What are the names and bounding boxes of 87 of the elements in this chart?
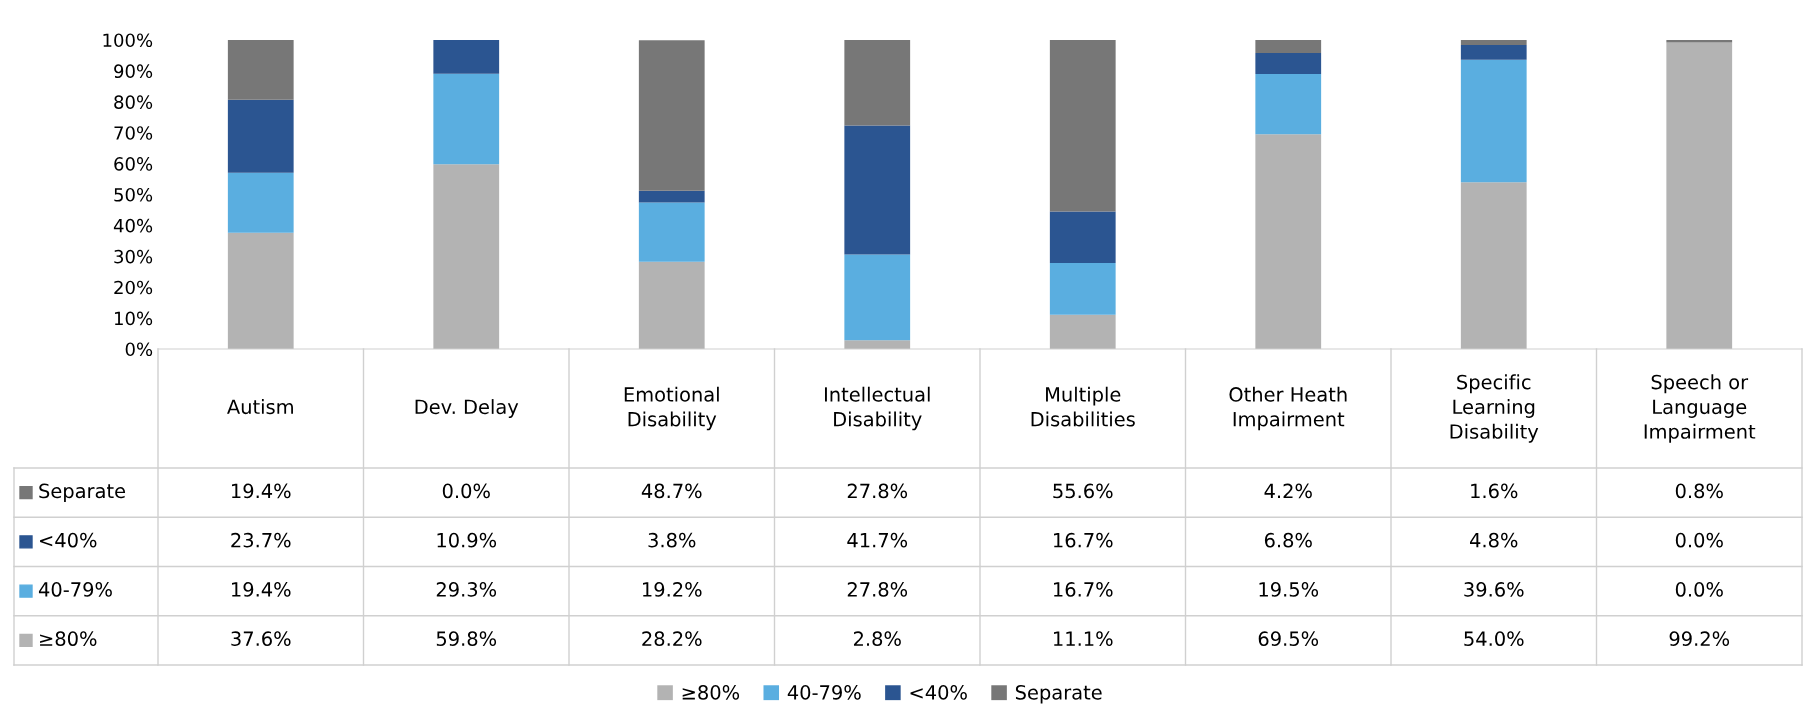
y-tick-label: 90%	[114, 64, 153, 79]
data-label: 27.8%	[847, 483, 908, 499]
bar	[433, 40, 500, 74]
x-tick-label: Other Heath Impairment	[1229, 386, 1347, 431]
data-label: 0.0%	[1675, 582, 1723, 597]
y-tick-label: 0%	[125, 342, 153, 357]
bar	[1460, 182, 1527, 349]
data-label: 29.3%	[436, 582, 497, 597]
data-label: 6.8%	[1264, 532, 1312, 548]
legend-label: 40-79%	[38, 582, 112, 597]
data-label: 4.2%	[1264, 483, 1312, 499]
text: Separate	[1015, 685, 1102, 704]
data-label: 28.2%	[642, 631, 702, 647]
bar	[1049, 263, 1116, 315]
bar	[844, 40, 911, 126]
bar	[433, 73, 500, 165]
data-label: 39.6%	[1464, 582, 1524, 597]
data-label: 55.6%	[1053, 483, 1113, 499]
data-label: 0.0%	[1675, 532, 1723, 548]
y-tick-label: 50%	[114, 187, 153, 202]
bar	[1049, 40, 1116, 212]
bar	[227, 172, 294, 233]
bar	[844, 125, 911, 255]
data-label: 27.8%	[847, 582, 908, 597]
bar	[433, 164, 500, 349]
data-label: 4.8%	[1470, 532, 1518, 548]
x-tick-label: Dev. Delay	[415, 399, 519, 418]
data-label: 19.2%	[643, 582, 702, 597]
x-tick-label: Intellectual Disability	[824, 386, 930, 431]
y-tick-label: 10%	[114, 311, 153, 326]
data-label: 19.4%	[232, 483, 291, 499]
bar	[638, 202, 705, 262]
y-tick-label: 100%	[103, 33, 153, 48]
bar	[1255, 134, 1322, 349]
text: ≥80%	[682, 685, 740, 700]
bar	[1460, 59, 1527, 183]
text: <40%	[910, 685, 967, 700]
bar	[1255, 73, 1322, 135]
y-tick-label: 40%	[113, 218, 153, 233]
data-label: 23.7%	[231, 532, 291, 548]
data-label: 19.5%	[1259, 582, 1319, 597]
data-label: 48.7%	[641, 483, 702, 499]
data-label: 37.6%	[231, 631, 291, 647]
bar	[1255, 40, 1322, 53]
x-tick-label: Specific Learning Disability	[1450, 374, 1539, 443]
data-label: 16.7%	[1054, 532, 1113, 548]
legend-label: ≥80%	[40, 631, 97, 647]
bar	[638, 261, 705, 349]
data-label: 0.8%	[1675, 483, 1723, 499]
y-tick-label: 60%	[114, 157, 153, 171]
data-label: 19.4%	[232, 582, 291, 597]
bar	[1049, 314, 1116, 349]
bar	[638, 40, 705, 191]
data-label: 11.1%	[1054, 631, 1113, 647]
data-label: 54.0%	[1464, 631, 1524, 647]
x-tick-label: Emotional Disability	[624, 386, 719, 431]
bar	[844, 254, 911, 341]
bar	[1666, 42, 1733, 349]
y-tick-label: 80%	[114, 95, 153, 109]
data-label: 69.5%	[1258, 631, 1319, 647]
data-label: 99.2%	[1669, 631, 1730, 647]
data-label: 3.8%	[648, 532, 696, 548]
y-tick-label: 70%	[114, 126, 153, 140]
bar	[844, 340, 911, 349]
data-label: 1.6%	[1471, 483, 1518, 499]
data-label: 41.7%	[847, 532, 908, 548]
legend-label: Separate	[39, 483, 126, 503]
data-label: 0.0%	[442, 483, 490, 499]
bar	[227, 99, 294, 173]
legend-label: <40%	[40, 532, 97, 548]
data-label: 2.8%	[853, 631, 901, 647]
data-label: 59.8%	[436, 631, 497, 647]
text: 40-79%	[787, 685, 861, 700]
bar	[638, 190, 705, 203]
bar	[227, 232, 294, 349]
bar	[1460, 44, 1527, 60]
bar	[227, 40, 294, 100]
data-label: 16.7%	[1054, 582, 1113, 597]
bar	[1255, 52, 1322, 74]
bar	[1049, 211, 1116, 264]
x-tick-label: Speech or Language Impairment	[1644, 374, 1756, 443]
y-tick-label: 20%	[114, 280, 153, 295]
y-tick-label: 30%	[114, 249, 153, 264]
x-tick-label: Multiple Disabilities	[1031, 386, 1135, 427]
x-tick-label: Autism	[227, 399, 293, 415]
data-label: 10.9%	[437, 532, 497, 548]
bar	[1460, 40, 1527, 45]
